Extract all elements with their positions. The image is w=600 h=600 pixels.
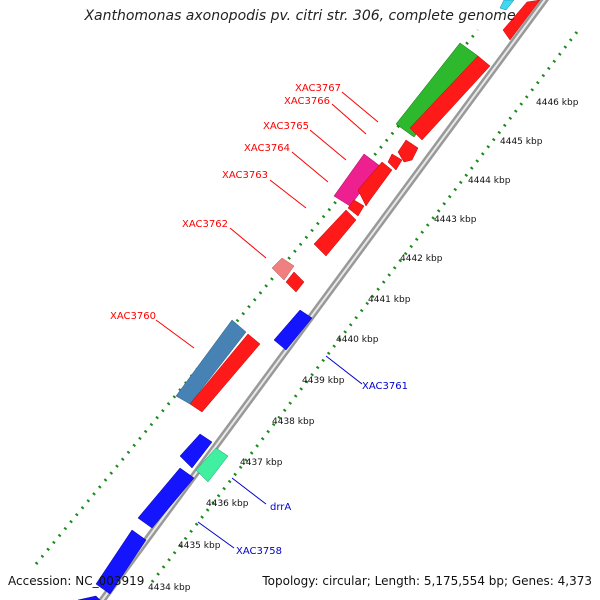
tick-label-10: 4444 kbp — [468, 176, 511, 186]
gene-XAC3760-red[interactable] — [189, 333, 261, 413]
tick-label-6: 4440 kbp — [336, 335, 379, 345]
gene-label-group: XAC3767 XAC3766 XAC3765 XAC3764 XAC3763 XAC37… — [110, 83, 408, 557]
leader-XAC3758 — [197, 521, 235, 549]
gene-XAC3766[interactable] — [409, 55, 491, 141]
leader-XAC3765 — [309, 129, 347, 161]
tick-label-2: 4436 kbp — [206, 499, 249, 509]
leader-XAC3762 — [229, 227, 267, 259]
label-leader-lines — [155, 91, 379, 549]
gene-label-drrA[interactable]: drrA — [270, 502, 291, 513]
tick-label-group: 4434 kbp 4435 kbp 4436 kbp 4437 kbp 4438 kbp… — [148, 98, 579, 593]
gene-XAC3764-a[interactable] — [387, 153, 403, 171]
tick-label-4: 4438 kbp — [272, 417, 315, 427]
genome-summary-text: Topology: circular; Length: 5,175,554 bp… — [262, 574, 592, 588]
gene-XAC3760[interactable] — [175, 319, 247, 405]
genome-title: Xanthomonas axonopodis pv. citri str. 30… — [84, 8, 516, 24]
tick-label-5: 4439 kbp — [302, 376, 345, 386]
tick-label-1: 4435 kbp — [178, 541, 221, 551]
gene-label-XAC3763[interactable]: XAC3763 — [222, 170, 268, 181]
gene-XAC3762-a[interactable] — [313, 209, 357, 257]
gene-XAC3758[interactable] — [95, 529, 147, 595]
leader-XAC3767 — [341, 91, 379, 123]
gene-label-XAC3760[interactable]: XAC3760 — [110, 311, 156, 322]
gene-label-XAC3762[interactable]: XAC3762 — [182, 219, 228, 230]
gene-drrA-teal[interactable] — [195, 447, 229, 483]
tick-label-3: 4437 kbp — [240, 458, 283, 468]
leader-XAC3760 — [155, 319, 195, 349]
tick-label-12: 4446 kbp — [536, 98, 579, 108]
leader-XAC3764 — [291, 151, 329, 183]
gene-reverse-blue-bottom[interactable] — [77, 595, 101, 600]
gene-arrow-top-cyan[interactable] — [499, 0, 515, 11]
gene-XAC3762-b[interactable] — [285, 271, 305, 293]
leader-XAC3761 — [325, 355, 363, 385]
gene-label-XAC3765[interactable]: XAC3765 — [263, 121, 309, 132]
gene-reverse-blue-2[interactable] — [137, 467, 195, 529]
gene-XAC3761[interactable] — [273, 309, 313, 351]
tick-label-9: 4443 kbp — [434, 215, 477, 225]
tick-label-7: 4441 kbp — [368, 295, 411, 305]
gene-label-XAC3764[interactable]: XAC3764 — [244, 143, 290, 154]
tick-label-11: 4445 kbp — [500, 137, 543, 147]
gene-label-XAC3758[interactable]: XAC3758 — [236, 546, 282, 557]
gene-arrow-top-red[interactable] — [502, 0, 541, 41]
gene-reverse-blue-1[interactable] — [179, 433, 213, 469]
gene-XAC3763-small[interactable] — [347, 199, 365, 217]
gene-label-XAC3761[interactable]: XAC3761 — [362, 381, 408, 392]
gene-label-XAC3766[interactable]: XAC3766 — [284, 96, 330, 107]
gene-XAC3765[interactable] — [397, 139, 419, 163]
gene-XAC3762-pink[interactable] — [271, 257, 295, 281]
gene-XAC3763[interactable] — [357, 161, 393, 207]
tick-label-0: 4434 kbp — [148, 583, 191, 593]
backbone-highlight — [101, 0, 546, 600]
leader-XAC3766 — [331, 103, 367, 135]
leader-drrA — [231, 477, 267, 505]
gene-label-XAC3767[interactable]: XAC3767 — [295, 83, 341, 94]
accession-text: Accession: NC_003919 — [8, 574, 145, 588]
tick-label-8: 4442 kbp — [400, 254, 443, 264]
leader-XAC3763 — [269, 179, 307, 209]
